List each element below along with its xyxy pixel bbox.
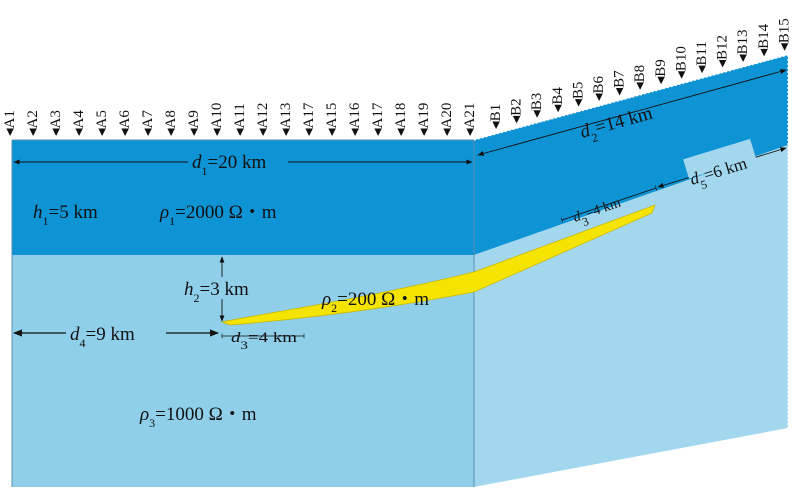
station-label-a: ◂A13 <box>278 103 294 136</box>
station-label-b: ◂B5 <box>570 82 586 107</box>
station-label-b: ◂B8 <box>632 65 648 90</box>
station-label-a: ◂A2 <box>25 110 41 136</box>
rho3-label: ρ3=1000 Ω・m <box>139 404 257 430</box>
station-label-b: ◂B9 <box>653 59 669 84</box>
station-label-a: ◂A4 <box>71 110 87 136</box>
station-label-b: ◂B4 <box>550 87 566 113</box>
station-label-b: ◂B14 <box>756 23 772 56</box>
d2-dimension-line <box>477 69 787 156</box>
station-label-a: ◂A8 <box>163 110 179 136</box>
station-label-a: ◂A6 <box>117 110 133 136</box>
station-label-a: ◂A15 <box>324 103 340 136</box>
station-label-b: ◂B13 <box>735 29 751 62</box>
d1-label: d1=20 km <box>192 152 266 178</box>
station-label-b: ◂B10 <box>673 46 689 79</box>
station-label-b: ◂B1 <box>488 104 504 129</box>
station-label-b: ◂B7 <box>612 70 628 96</box>
d3-front-label: d 3 =4 km <box>231 330 297 352</box>
station-label-a: ◂A17 <box>370 102 386 136</box>
station-label-a: ◂A12 <box>255 103 271 136</box>
station-label-b: ◂B2 <box>509 98 525 123</box>
station-label-a: ◂A11 <box>232 103 248 136</box>
station-label-b: ◂B11 <box>694 41 710 73</box>
station-label-a: ◂A9 <box>186 110 202 136</box>
rho1-label: ρ1=2000 Ω・m <box>159 202 277 228</box>
station-label-b: ◂B12 <box>715 35 731 68</box>
h2-label: h2=3 km <box>184 279 249 305</box>
station-label-b: ◂B15 <box>776 18 792 51</box>
station-label-a: ◂A3 <box>48 110 64 136</box>
station-label-a: ◂A5 <box>94 110 110 136</box>
station-label-a: ◂A10 <box>209 103 225 136</box>
rho2-label: ρ2=200 Ω・m <box>321 289 429 315</box>
h1-label: h1=5 km <box>33 202 98 228</box>
station-label-a: ◂A19 <box>416 103 432 136</box>
station-label-a: ◂A17 <box>301 102 317 136</box>
d3-side-dimension-line <box>560 185 658 223</box>
d4-label: d4=9 km <box>70 324 135 350</box>
station-label-a: ◂A7 <box>140 110 156 136</box>
lower-layer-side <box>474 145 788 487</box>
station-label-a: ◂A16 <box>347 102 363 136</box>
front-station-labels: ◂A1 ◂A2 ◂A3 ◂A4 ◂A5 ◂A6 ◂A7 ◂A8 ◂A9 ◂A10 ◂A11 ◂A12 ◂… <box>2 102 478 136</box>
station-label-a: ◂A21 <box>462 103 478 136</box>
station-label-b: ◂B3 <box>529 93 545 118</box>
station-label-a: ◂A1 <box>2 110 18 136</box>
station-label-a: ◂A20 <box>439 103 455 136</box>
station-label-b: ◂B6 <box>591 76 607 102</box>
station-label-a: ◂A18 <box>393 103 409 136</box>
